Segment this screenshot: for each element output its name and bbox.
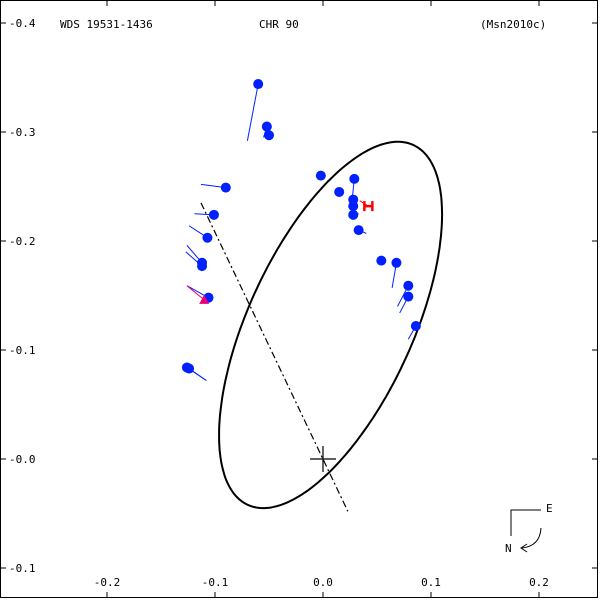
line-of-nodes	[200, 202, 349, 512]
compass-arrow-head	[520, 543, 528, 553]
observation-point	[197, 261, 208, 272]
header-center-text: CHR 90	[259, 18, 299, 31]
special-observation-marker	[199, 294, 210, 304]
x-tick-label: -0.1	[202, 576, 229, 589]
x-tick-label: 0.0	[313, 576, 333, 589]
compass-axes	[510, 509, 541, 536]
observation-point	[403, 291, 414, 302]
header-right-text: (Msn2010c)	[480, 18, 546, 31]
y-tick-label: -0.2	[9, 235, 36, 248]
observation-point	[315, 170, 326, 181]
header-left-text: WDS 19531-1436	[60, 18, 153, 31]
compass-north-label: N	[505, 542, 512, 555]
observation-point	[353, 225, 364, 236]
orbit-ellipse	[218, 140, 444, 510]
y-tick-label: -0.1	[9, 562, 36, 575]
observation-point	[349, 173, 360, 184]
observation-point	[348, 209, 359, 220]
observation-point	[202, 232, 213, 243]
observation-point	[391, 257, 402, 268]
special-residual-line	[186, 285, 205, 301]
x-tick-label: -0.2	[94, 576, 121, 589]
observation-point	[334, 186, 345, 197]
observation-point	[253, 79, 264, 90]
observation-point	[403, 280, 414, 291]
residual-line	[246, 83, 259, 141]
observation-point	[376, 255, 387, 266]
observation-point	[264, 130, 274, 141]
observation-point	[410, 321, 421, 332]
observation-point	[220, 182, 231, 193]
compass-arrow-arc	[521, 527, 542, 549]
compass-east-label: E	[546, 502, 553, 515]
x-tick-label: 0.1	[421, 576, 441, 589]
y-tick-label: -0.0	[9, 453, 36, 466]
y-tick-label: -0.4	[9, 17, 36, 30]
observation-point	[184, 363, 195, 374]
observation-point	[261, 121, 272, 132]
observation-point	[348, 201, 359, 212]
orbit-layer	[200, 140, 444, 512]
y-tick-label: -0.3	[9, 126, 36, 139]
compass: E N	[505, 502, 553, 555]
x-tick-label: 0.2	[529, 576, 549, 589]
y-tick-label: -0.1	[9, 344, 36, 357]
observation-point	[208, 209, 219, 220]
observation-points	[181, 79, 421, 374]
